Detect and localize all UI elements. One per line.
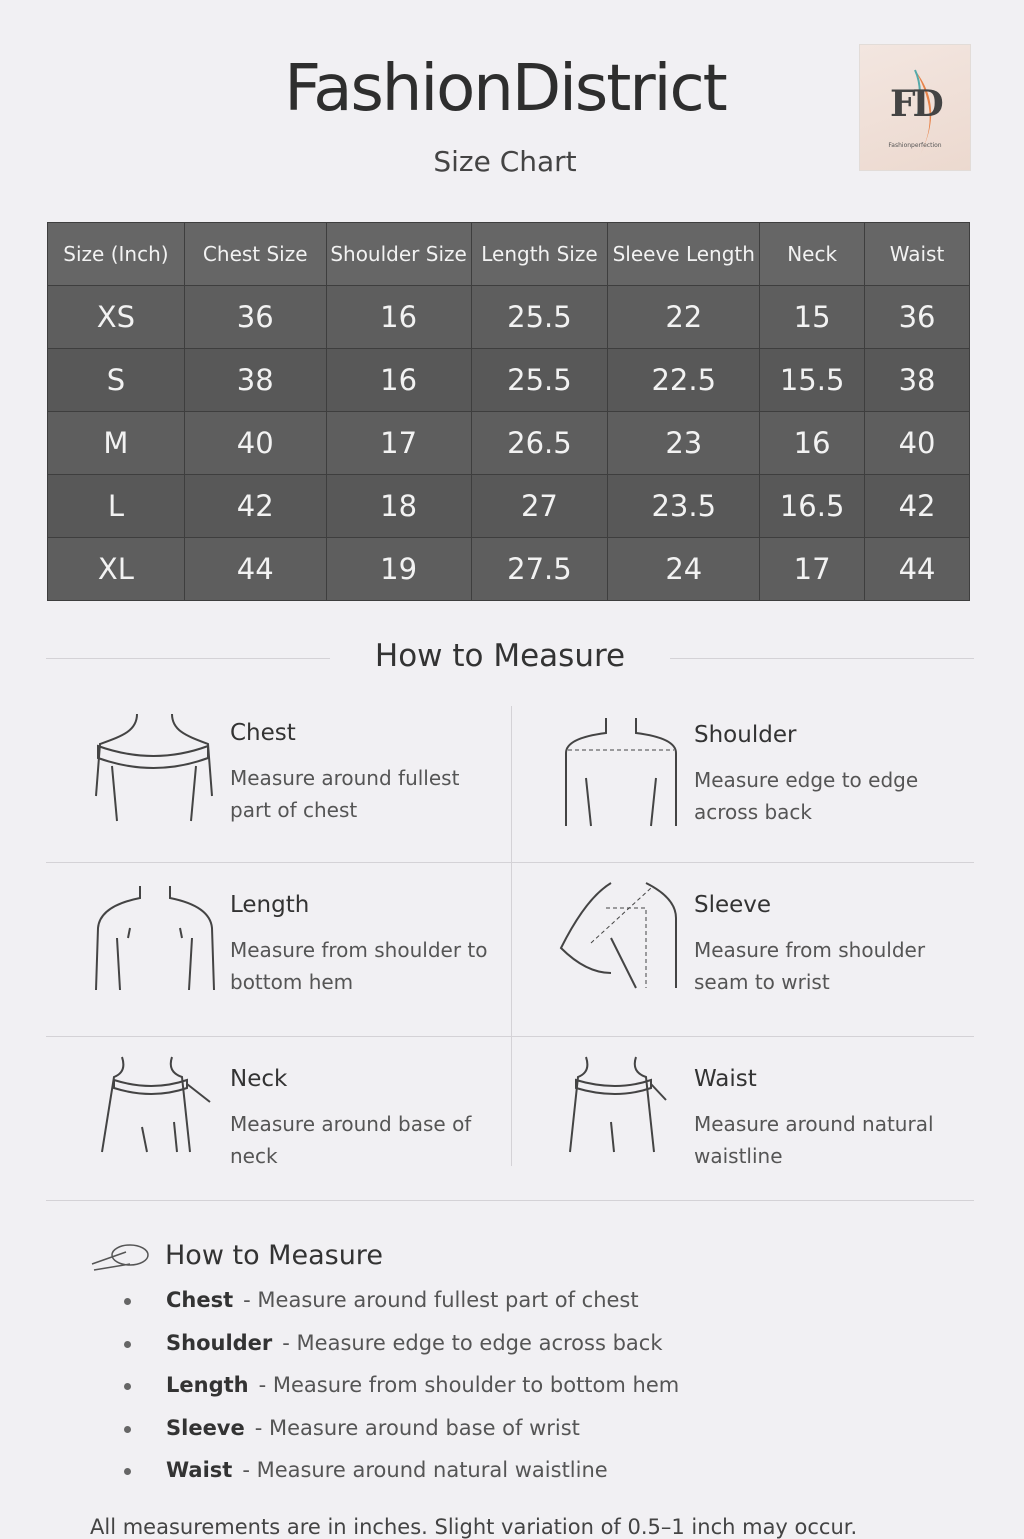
table-cell: 38	[183, 348, 327, 412]
list-desc: - Measure around natural waistline	[242, 1458, 608, 1482]
list-item: Length - Measure from shoulder to bottom …	[120, 1373, 679, 1416]
grid-divider	[511, 706, 512, 1166]
card-title: Chest	[230, 720, 296, 746]
logo-letters: FD	[890, 83, 944, 125]
table-row: L 42 18 27 23.5 16.5 42	[47, 474, 970, 538]
table-cell: 36	[183, 285, 327, 349]
table-row: S 38 16 25.5 22.5 15.5 38	[47, 348, 970, 412]
card-description: Measure around fullest part of chest	[230, 766, 460, 822]
size-chart-table: Size (Inch) Chest Size Shoulder Size Length…	[47, 222, 970, 601]
table-cell: 17	[325, 411, 472, 475]
table-cell: 40	[183, 411, 327, 475]
table-row: XS 36 16 25.5 22 15 36	[47, 285, 970, 349]
table-cell: 18	[325, 474, 472, 538]
table-cell: S	[47, 348, 185, 412]
grid-divider	[46, 862, 974, 863]
table-cell: 23.5	[607, 474, 761, 538]
table-cell: 19	[325, 537, 472, 601]
table-cell: 44	[183, 537, 327, 601]
card-title: Sleeve	[694, 892, 772, 918]
list-term: Length	[166, 1373, 249, 1397]
footer-note: All measurements are in inches. Slight v…	[90, 1515, 858, 1539]
table-cell: 42	[183, 474, 327, 538]
measuring-tape-icon	[91, 1244, 149, 1271]
table-cell: 26.5	[470, 411, 609, 475]
card-description: Measure from shoulder to bottom hem	[230, 938, 488, 994]
card-title: Length	[230, 892, 310, 918]
list-item: Chest - Measure around fullest part of ch…	[120, 1288, 679, 1331]
table-cell: 25.5	[470, 348, 609, 412]
table-cell: 16.5	[759, 474, 866, 538]
list-desc: - Measure around fullest part of chest	[243, 1288, 639, 1312]
table-cell: 16	[325, 285, 472, 349]
list-heading: How to Measure	[165, 1240, 383, 1271]
table-cell: 40	[864, 411, 970, 475]
column-header: Sleeve Length	[607, 222, 761, 286]
list-term: Sleeve	[166, 1415, 245, 1440]
table-cell: 27.5	[470, 537, 609, 601]
table-cell: 17	[759, 537, 866, 601]
column-header: Length Size	[470, 222, 609, 286]
shoulder-icon	[565, 718, 677, 827]
logo: FD Fashionperfection	[859, 44, 971, 171]
card-description: Measure edge to edge across back	[694, 768, 919, 824]
column-header: Neck	[759, 222, 866, 286]
logo-tagline: Fashionperfection	[888, 142, 942, 149]
list-desc: - Measure edge to edge across back	[282, 1330, 663, 1355]
column-header: Waist	[864, 222, 970, 286]
table-cell: 22.5	[607, 348, 761, 412]
table-cell: 15	[759, 285, 866, 349]
list-term: Shoulder	[166, 1330, 273, 1355]
section-divider	[46, 1200, 974, 1201]
table-cell: 16	[325, 348, 472, 412]
table-cell: 22	[607, 285, 761, 349]
list-item: Shoulder - Measure edge to edge across ba…	[120, 1331, 679, 1374]
table-cell: 44	[864, 537, 970, 601]
column-header: Chest Size	[183, 222, 327, 286]
table-cell: XL	[47, 537, 185, 601]
column-header: Shoulder Size	[325, 222, 472, 286]
table-cell: 38	[864, 348, 970, 412]
table-cell: 27	[470, 474, 609, 538]
waist-icon	[569, 1056, 667, 1153]
measure-list: Chest - Measure around fullest part of ch…	[120, 1288, 679, 1501]
card-title: Waist	[694, 1066, 757, 1092]
table-cell: L	[47, 474, 185, 538]
list-term: Chest	[166, 1288, 234, 1312]
list-term: Waist	[166, 1458, 233, 1482]
card-description: Measure from shoulder seam to wrist	[694, 938, 926, 994]
table-row: XL 44 19 27.5 24 17 44	[47, 537, 970, 601]
table-cell: 23	[607, 411, 761, 475]
column-header: Size (Inch)	[47, 222, 185, 286]
table-cell: 36	[864, 285, 970, 349]
brand-title: FashionDistrict	[284, 52, 727, 126]
table-cell: 25.5	[470, 285, 609, 349]
page-subtitle: Size Chart	[433, 145, 577, 178]
table-row: M 40 17 26.5 23 16 40	[47, 411, 970, 475]
list-desc: - Measure from shoulder to bottom hem	[258, 1373, 680, 1397]
list-item: Waist - Measure around natural waistline	[120, 1458, 679, 1501]
card-description: Measure around natural waistline	[694, 1112, 934, 1168]
table-cell: 24	[607, 537, 761, 601]
table-cell: 16	[759, 411, 866, 475]
table-cell: M	[47, 411, 185, 475]
table-cell: XS	[47, 285, 185, 349]
list-item: Sleeve - Measure around base of wrist	[120, 1416, 679, 1459]
length-icon	[95, 886, 215, 991]
list-desc: - Measure around base of wrist	[254, 1415, 580, 1440]
table-cell: 42	[864, 474, 970, 538]
sleeve-icon	[559, 882, 677, 989]
chest-icon	[95, 713, 213, 822]
measure-heading: How to Measure	[330, 638, 670, 674]
card-title: Shoulder	[694, 722, 797, 748]
card-title: Neck	[230, 1066, 288, 1092]
table-cell: 15.5	[759, 348, 866, 412]
card-description: Measure around base of neck	[230, 1112, 472, 1168]
grid-divider	[46, 1036, 974, 1037]
neck-icon	[101, 1056, 211, 1153]
